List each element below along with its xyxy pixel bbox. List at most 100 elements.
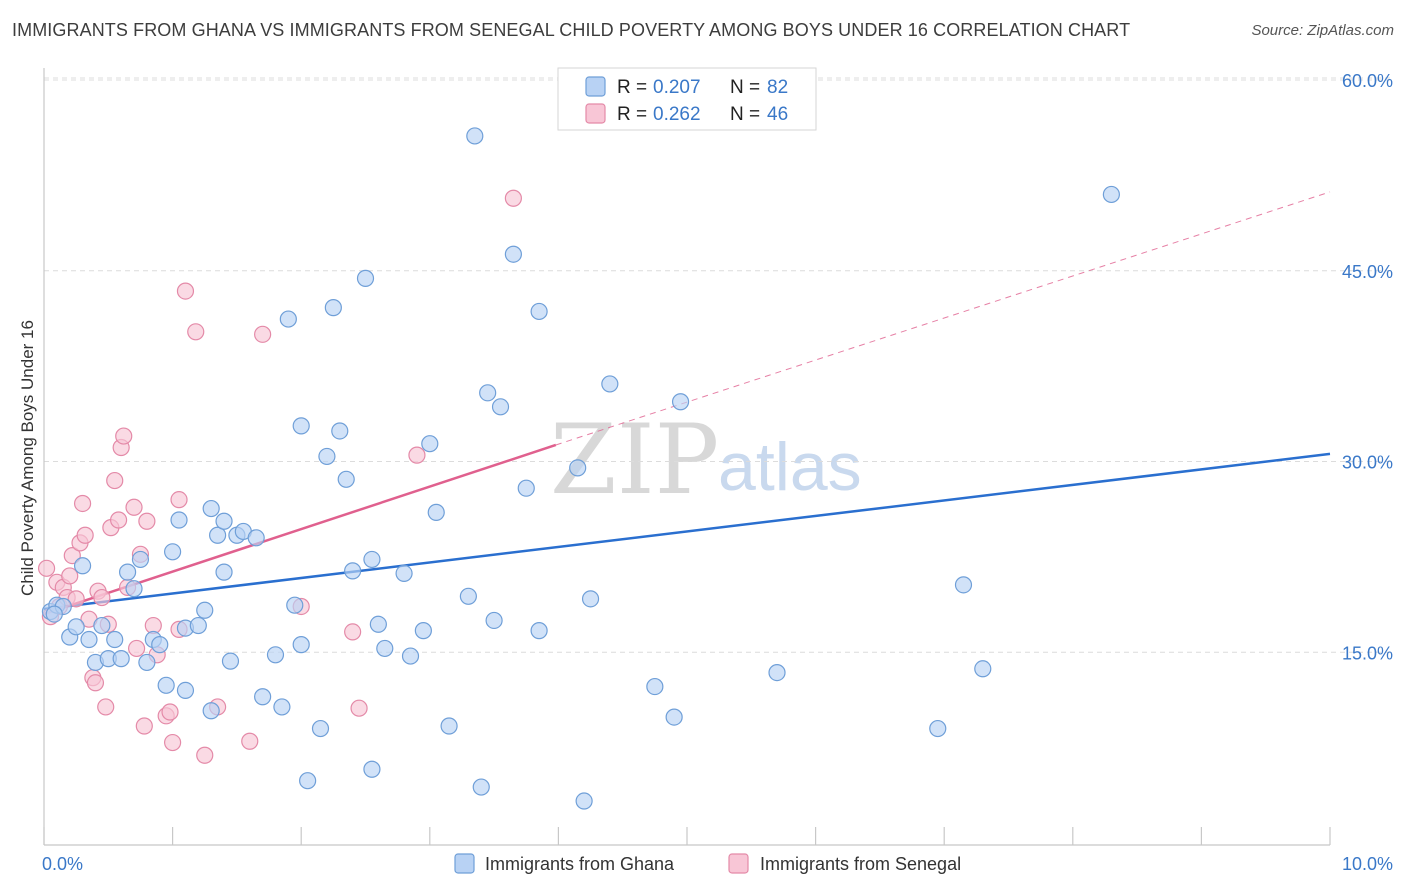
ghana-point: [768, 663, 786, 682]
senegal-point: [127, 639, 146, 658]
ghana-point: [363, 760, 381, 778]
y-tick-label: 60.0%: [1342, 71, 1393, 91]
ghana-point: [125, 580, 143, 598]
senegal-point: [135, 717, 153, 735]
ghana-n-value: 82: [767, 77, 788, 98]
ghana-point: [202, 499, 220, 518]
ghana-r-value: 0.207: [653, 77, 701, 98]
senegal-point: [170, 491, 188, 509]
ghana-n-label: N =: [730, 77, 760, 98]
senegal-point: [350, 699, 368, 717]
ghana-point: [93, 616, 111, 635]
ghana-point: [356, 269, 375, 287]
ghana-point: [504, 245, 522, 263]
watermark-atlas: atlas: [718, 429, 862, 505]
senegal-point: [93, 588, 111, 607]
ghana-point: [112, 650, 130, 668]
ghana-point: [292, 417, 310, 435]
ghana-point: [279, 310, 297, 328]
grid: [44, 77, 1392, 653]
ghana-point: [67, 618, 85, 636]
ghana-point: [292, 636, 310, 654]
senegal-trend-extension: [555, 191, 1331, 446]
senegal-point: [109, 511, 128, 529]
senegal-point: [63, 547, 81, 565]
ghana-series-label: Immigrants from Ghana: [485, 854, 675, 874]
ghana-point: [376, 639, 394, 658]
ghana-point: [575, 792, 593, 810]
senegal-n-value: 46: [767, 104, 788, 125]
ghana-point: [45, 605, 63, 623]
ghana-point: [170, 511, 188, 529]
ghana-point: [176, 681, 195, 700]
senegal-point: [61, 567, 79, 585]
ghana-point: [118, 563, 137, 581]
y-tick-label: 45.0%: [1342, 262, 1393, 282]
ghana-point: [665, 708, 683, 726]
senegal-point: [86, 674, 105, 692]
ghana-trend-line: [43, 452, 1331, 611]
ghana-point: [401, 647, 420, 665]
ghana-point: [138, 653, 156, 672]
ghana-point: [266, 646, 285, 664]
ghana-point: [209, 526, 227, 544]
senegal-legend-swatch: [585, 103, 606, 124]
ghana-point: [299, 772, 317, 790]
ghana-point: [671, 393, 690, 411]
ghana-point: [324, 299, 342, 317]
ghana-point: [530, 622, 548, 640]
senegal-point: [187, 323, 205, 341]
senegal-point: [106, 471, 124, 490]
ghana-point: [601, 375, 619, 393]
senegal-point: [408, 446, 426, 464]
ghana-point: [485, 611, 503, 630]
ghana-point: [569, 459, 587, 477]
senegal-point: [344, 623, 362, 641]
ghana-point: [581, 590, 600, 608]
stats-legend: R = 0.207 N = 82 R = 0.262 N = 46: [557, 67, 817, 131]
ghana-point: [131, 550, 150, 569]
ghana-point: [344, 562, 362, 580]
data-points: [37, 127, 1120, 810]
senegal-point: [164, 733, 182, 752]
ghana-point: [157, 676, 175, 694]
ghana-point: [164, 543, 182, 561]
senegal-point: [254, 325, 272, 343]
senegal-point: [115, 427, 133, 445]
ghana-point: [202, 702, 220, 720]
senegal-point: [125, 498, 143, 516]
ghana-point: [73, 557, 92, 575]
ghana-point: [221, 652, 240, 670]
senegal-point: [176, 282, 195, 300]
ghana-point: [479, 384, 497, 402]
ghana-point: [215, 563, 233, 581]
ghana-point: [427, 503, 445, 521]
ghana-r-label: R =: [617, 77, 647, 98]
ghana-point: [215, 512, 233, 530]
senegal-point: [241, 732, 259, 750]
ghana-point: [286, 596, 304, 614]
ghana-point: [459, 587, 477, 605]
ghana-point: [530, 302, 548, 321]
ghana-point: [311, 719, 330, 738]
ghana-point: [337, 470, 355, 488]
ghana-point: [472, 778, 490, 796]
ghana-point: [954, 576, 973, 594]
senegal-n-label: N =: [730, 104, 760, 125]
ghana-point: [929, 719, 947, 738]
senegal-point: [37, 559, 56, 577]
ghana-point: [196, 601, 214, 619]
ghana-point: [247, 529, 265, 547]
series-legend: Immigrants from Ghana Immigrants from Se…: [454, 853, 961, 874]
ghana-point: [491, 398, 510, 416]
ghana-point: [440, 717, 458, 735]
ghana-point: [151, 636, 169, 654]
ghana-point: [106, 630, 124, 649]
ghana-legend-swatch: [585, 76, 606, 97]
ghana-point: [466, 127, 484, 145]
senegal-point: [73, 494, 92, 513]
ghana-point: [254, 688, 272, 706]
senegal-point: [504, 189, 522, 207]
ghana-point: [517, 479, 535, 497]
ghana-point: [395, 564, 413, 583]
